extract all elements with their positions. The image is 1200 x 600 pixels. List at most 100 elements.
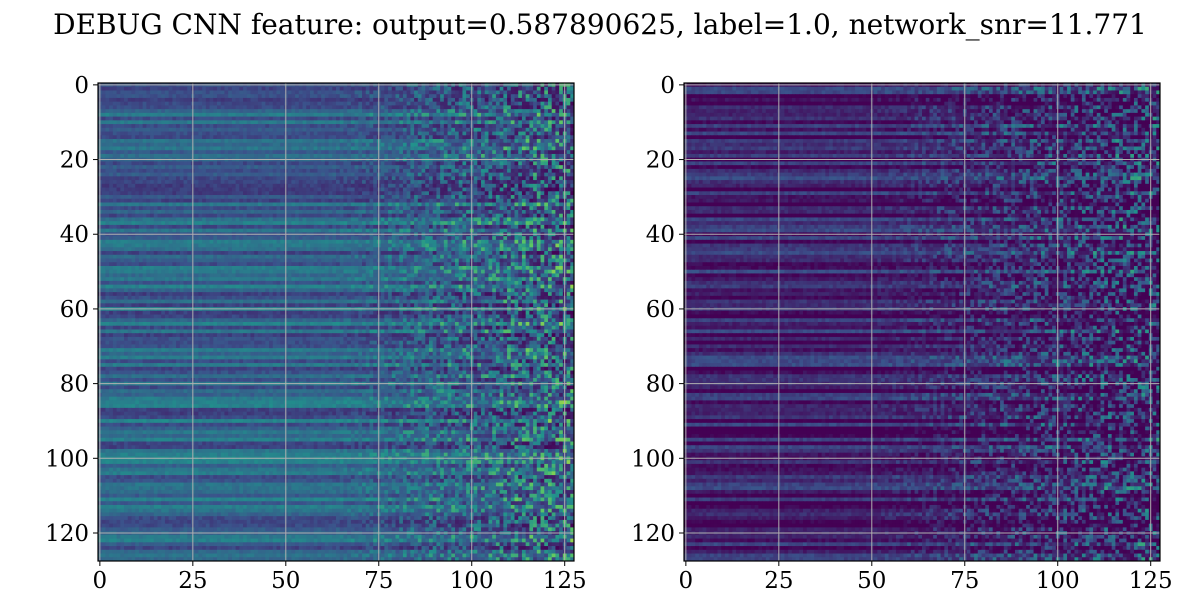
heatmap-cell (165, 150, 169, 154)
heatmap-cell (429, 195, 433, 199)
heatmap-cell (381, 176, 385, 180)
heatmap-cell (317, 199, 321, 203)
heatmap-cell (392, 98, 396, 102)
heatmap-cell (369, 165, 373, 169)
heatmap-cell (154, 132, 158, 136)
heatmap-cell (462, 120, 466, 124)
heatmap-cell (466, 117, 470, 121)
heatmap-cell (105, 173, 109, 177)
heatmap-cell (533, 203, 537, 207)
heatmap-cell (381, 199, 385, 203)
heatmap-cell (150, 117, 154, 121)
heatmap-cell (176, 105, 180, 109)
heatmap-cell (321, 139, 325, 143)
heatmap-cell (418, 184, 422, 188)
heatmap-cell (544, 221, 548, 225)
heatmap-cell (440, 143, 444, 147)
heatmap-cell (492, 221, 496, 225)
heatmap-cell (187, 102, 191, 106)
heatmap-cell (533, 90, 537, 94)
heatmap-cell (169, 169, 173, 173)
heatmap-cell (422, 195, 426, 199)
heatmap-cell (254, 117, 258, 121)
heatmap-cell (210, 169, 214, 173)
heatmap-cell (124, 214, 128, 218)
heatmap-cell (250, 124, 254, 128)
heatmap-cell (224, 109, 228, 113)
heatmap-cell (496, 128, 500, 132)
heatmap-cell (247, 105, 251, 109)
heatmap-cell (224, 199, 228, 203)
heatmap-cell (548, 124, 552, 128)
heatmap-cell (537, 109, 541, 113)
heatmap-cell (329, 128, 333, 132)
heatmap-cell (277, 195, 281, 199)
heatmap-cell (336, 150, 340, 154)
heatmap-cell (537, 154, 541, 158)
heatmap-cell (195, 225, 199, 229)
heatmap-cell (291, 217, 295, 221)
heatmap-cell (102, 180, 106, 184)
heatmap-cell (325, 98, 329, 102)
heatmap-cell (247, 128, 251, 132)
heatmap-cell (537, 90, 541, 94)
heatmap-cell (250, 191, 254, 195)
heatmap-cell (243, 176, 247, 180)
heatmap-cell (358, 124, 362, 128)
heatmap-cell (139, 214, 143, 218)
heatmap-cell (314, 176, 318, 180)
heatmap-cell (299, 188, 303, 192)
heatmap-cell (243, 113, 247, 117)
heatmap-cell (459, 143, 463, 147)
heatmap-cell (429, 217, 433, 221)
heatmap-cell (511, 169, 515, 173)
heatmap-cell (161, 87, 165, 91)
heatmap-cell (462, 90, 466, 94)
heatmap-cell (366, 169, 370, 173)
heatmap-cell (210, 132, 214, 136)
heatmap-cell (329, 146, 333, 150)
heatmap-cell (500, 195, 504, 199)
heatmap-cell (303, 109, 307, 113)
heatmap-cell (195, 188, 199, 192)
heatmap-cell (180, 169, 184, 173)
heatmap-cell (124, 102, 128, 106)
heatmap-cell (239, 173, 243, 177)
heatmap-cell (392, 117, 396, 121)
heatmap-cell (429, 105, 433, 109)
heatmap-cell (425, 154, 429, 158)
heatmap-cell (195, 90, 199, 94)
heatmap-cell (343, 214, 347, 218)
heatmap-cell (343, 124, 347, 128)
heatmap-cell (146, 180, 150, 184)
heatmap-cell (291, 195, 295, 199)
heatmap-cell (180, 206, 184, 210)
heatmap-cell (526, 117, 530, 121)
heatmap-cell (288, 225, 292, 229)
heatmap-cell (154, 146, 158, 150)
heatmap-cell (440, 191, 444, 195)
heatmap-cell (515, 90, 519, 94)
heatmap-cell (414, 225, 418, 229)
heatmap-cell (559, 173, 563, 177)
heatmap-cell (336, 214, 340, 218)
heatmap-cell (522, 195, 526, 199)
heatmap-cell (172, 165, 176, 169)
heatmap-cell (537, 188, 541, 192)
heatmap-cell (310, 146, 314, 150)
heatmap-cell (139, 165, 143, 169)
heatmap-cell (369, 113, 373, 117)
heatmap-cell (544, 203, 548, 207)
heatmap-cell (128, 143, 132, 147)
heatmap-cell (198, 191, 202, 195)
heatmap-cell (500, 199, 504, 203)
heatmap-cell (221, 102, 225, 106)
heatmap-cell (496, 98, 500, 102)
heatmap-cell (139, 120, 143, 124)
heatmap-cell (202, 217, 206, 221)
heatmap-cell (381, 102, 385, 106)
heatmap-cell (407, 173, 411, 177)
heatmap-cell (399, 210, 403, 214)
heatmap-cell (236, 113, 240, 117)
heatmap-cell (113, 146, 117, 150)
